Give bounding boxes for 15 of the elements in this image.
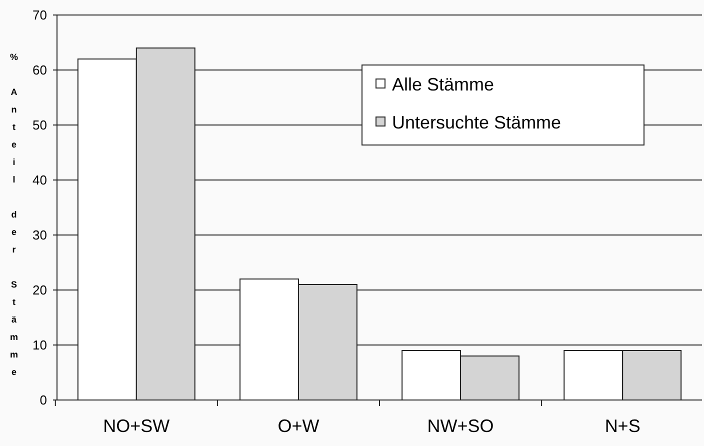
x-tick-label: NO+SW [103,416,170,436]
y-tick-label: 40 [32,172,47,188]
y-tick-label: 70 [32,8,47,23]
y-tick-label: 50 [32,118,47,133]
legend-label: Untersuchte Stämme [392,112,562,132]
y-axis-title: % Anteil der Stämme [9,52,19,384]
y-tick-label: 60 [32,62,47,78]
y-tick-label: 20 [32,282,47,298]
y-tick-label: 0 [40,392,47,408]
x-tick-label: N+S [604,416,640,436]
legend-label: Alle Stämme [392,74,494,94]
y-tick-label: 30 [32,228,47,243]
x-tick-label: O+W [278,416,320,436]
x-tick-label: NW+SO [427,416,494,436]
y-tick-label: 10 [32,338,47,353]
